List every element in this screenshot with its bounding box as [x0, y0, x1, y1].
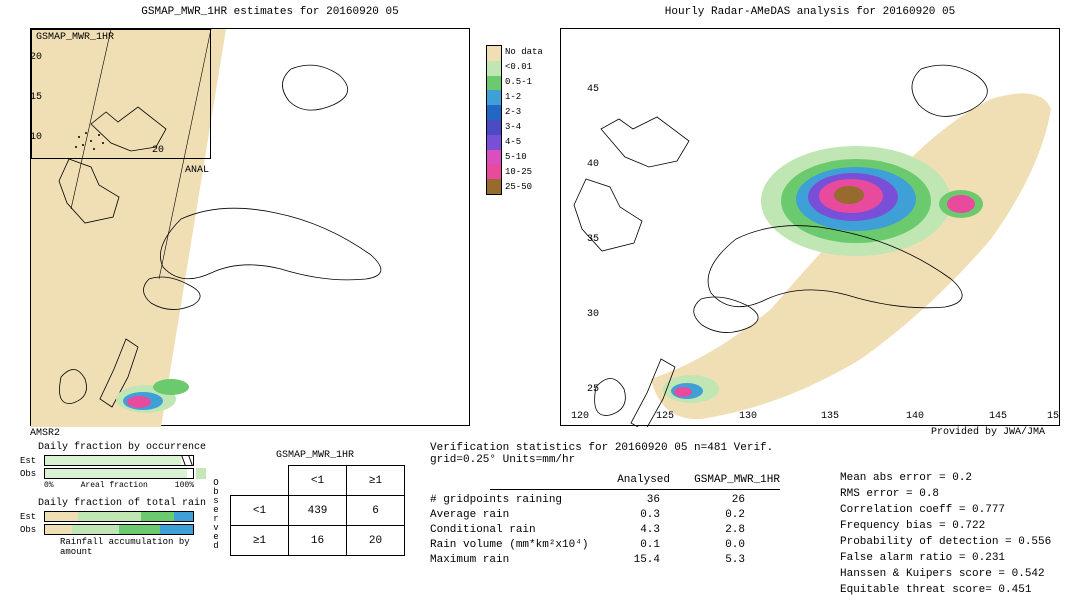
legend-label: <0.01 — [505, 63, 543, 73]
legend-swatch — [487, 105, 501, 120]
metric-row: Probability of detection = 0.556 — [840, 536, 1070, 548]
observed-label: Observed — [211, 478, 221, 550]
metric-row: Equitable threat score= 0.451 — [840, 584, 1070, 596]
legend-swatch — [487, 90, 501, 105]
stats-panel: Verification statistics for 20160920 05 … — [420, 442, 840, 600]
occ-obs-bar: Obs — [20, 468, 210, 479]
tot-est-bar: Est — [20, 511, 210, 522]
stats-row: Maximum rain15.45.3 — [430, 554, 840, 566]
legend-label: 5-10 — [505, 153, 543, 163]
inset-box: GSMAP_MWR_1HR 20 15 10 20 — [31, 29, 211, 159]
legend-label: 25-50 — [505, 183, 543, 193]
legend-swatch — [487, 46, 501, 61]
right-map-box: 45 40 35 30 25 120 125 130 135 140 145 1… — [560, 28, 1060, 426]
ct-a: 439 — [289, 496, 347, 526]
occ-title: Daily fraction by occurrence — [38, 442, 210, 453]
metric-row: False alarm ratio = 0.231 — [840, 552, 1070, 564]
legend-label: 10-25 — [505, 168, 543, 178]
anal-label: ANAL — [185, 165, 209, 176]
legend-swatch — [487, 135, 501, 150]
occ-est-bar: Est — [20, 455, 210, 466]
ct-b: 6 — [347, 496, 405, 526]
legend-label: 4-5 — [505, 138, 543, 148]
ct-c: 16 — [289, 526, 347, 556]
legend-label: 1-2 — [505, 93, 543, 103]
metric-row: Mean abs error = 0.2 — [840, 472, 1070, 484]
col-gsmap: GSMAP_MWR_1HR — [670, 474, 780, 486]
legend-swatch — [487, 120, 501, 135]
left-map-title: GSMAP_MWR_1HR estimates for 20160920 05 — [0, 0, 540, 18]
metric-row: RMS error = 0.8 — [840, 488, 1070, 500]
tot-obs-bar: Obs — [20, 524, 210, 535]
right-map-title: Hourly Radar-AMeDAS analysis for 2016092… — [540, 0, 1080, 18]
legend-label: 0.5-1 — [505, 78, 543, 88]
accum-label: Rainfall accumulation by amount — [60, 537, 210, 557]
legend-label: 3-4 — [505, 123, 543, 133]
stats-header: Verification statistics for 20160920 05 … — [430, 442, 840, 466]
contingency-panel: GSMAP_MWR_1HR <1≥1 <14396 ≥11620 — [210, 442, 420, 600]
legend-labels: No data <0.01 0.5-1 1-2 2-3 3-4 4-5 5-10 10-25 25… — [502, 45, 543, 195]
legend-swatch — [487, 76, 501, 91]
legend-swatch — [487, 164, 501, 179]
legend-label: 2-3 — [505, 108, 543, 118]
metric-row: Hanssen & Kuipers score = 0.542 — [840, 568, 1070, 580]
tot-title: Daily fraction of total rain — [38, 498, 210, 509]
ct-d: 20 — [347, 526, 405, 556]
legend-label: No data — [505, 48, 543, 58]
inset-label: GSMAP_MWR_1HR — [36, 32, 114, 43]
radar-map-panel: Hourly Radar-AMeDAS analysis for 2016092… — [540, 0, 1080, 430]
provided-by: Provided by JWA/JMA — [931, 427, 1045, 438]
stats-row: Conditional rain4.32.8 — [430, 524, 840, 536]
legend-swatch — [487, 150, 501, 165]
metric-row: Correlation coeff = 0.777 — [840, 504, 1070, 516]
gsmap-map-panel: GSMAP_MWR_1HR estimates for 20160920 05 — [0, 0, 540, 430]
legend-swatch — [487, 179, 501, 194]
sensor-label: AMSR2 — [30, 428, 60, 439]
legend-swatches — [486, 45, 502, 195]
ct-title: GSMAP_MWR_1HR — [210, 450, 420, 461]
stats-row: Rain volume (mm*km²x10⁴)0.10.0 — [430, 539, 840, 551]
contingency-table: <1≥1 <14396 ≥11620 — [230, 465, 405, 556]
stats-row: Average rain0.30.2 — [430, 509, 840, 521]
stats-row: # gridpoints raining3626 — [430, 494, 840, 506]
metric-row: Frequency bias = 0.722 — [840, 520, 1070, 532]
col-analysed: Analysed — [600, 474, 670, 486]
metrics-panel: Mean abs error = 0.2 RMS error = 0.8 Corre… — [840, 442, 1070, 600]
legend-swatch — [487, 61, 501, 76]
right-map-svg — [561, 29, 1061, 427]
fraction-panel: Daily fraction by occurrence Est Obs 0%A… — [0, 442, 210, 600]
